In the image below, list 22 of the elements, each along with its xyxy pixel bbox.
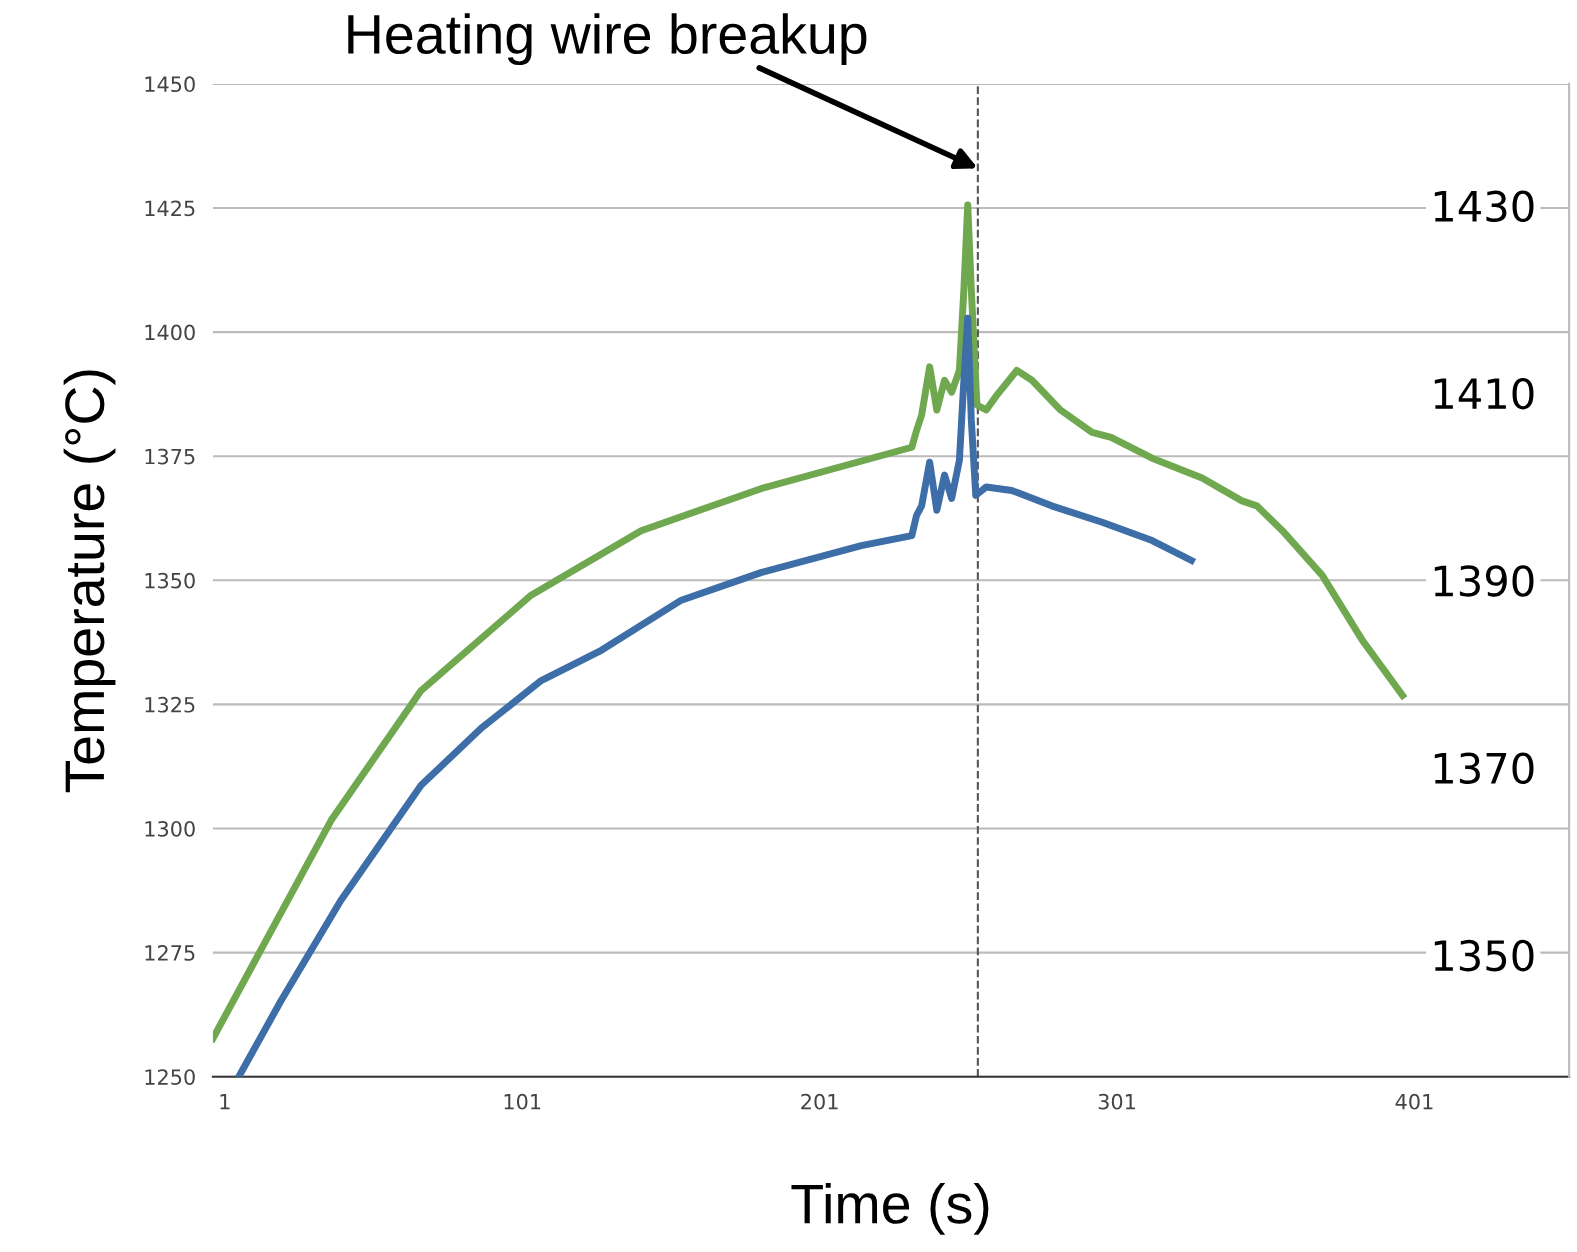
y-tick-label: 1450 — [145, 76, 195, 93]
y-tick-label: 1425 — [145, 200, 195, 217]
y-tick-label: 1250 — [145, 1069, 195, 1085]
y-tick-label: 1400 — [145, 324, 195, 341]
y-tick-label: 1325 — [145, 696, 195, 713]
y-axis-title: Temperature (°C) — [63, 370, 116, 793]
x-tick-label: 401 — [1395, 1093, 1433, 1110]
annotation: Heating wire breakup — [348, 13, 867, 66]
y2-tick-label: 1410 — [1434, 377, 1534, 410]
x-tick-label: 1 — [220, 1094, 230, 1110]
x-tick-label: 101 — [504, 1093, 541, 1110]
y2-tick-label: 1370 — [1434, 752, 1534, 785]
x-tick-label: 201 — [801, 1093, 838, 1110]
y-tick-label: 1275 — [145, 945, 195, 961]
y2-tick-label: 1350 — [1434, 939, 1534, 972]
x-tick-label: 301 — [1098, 1093, 1135, 1110]
y2-tick-label: 1430 — [1434, 190, 1534, 223]
y-tick-label: 1350 — [145, 572, 195, 589]
y-tick-label: 1300 — [145, 820, 195, 837]
y2-tick-label: 1390 — [1434, 565, 1534, 597]
y-tick-label: 1375 — [145, 448, 195, 465]
x-axis-title: Time (s) — [791, 1182, 989, 1235]
